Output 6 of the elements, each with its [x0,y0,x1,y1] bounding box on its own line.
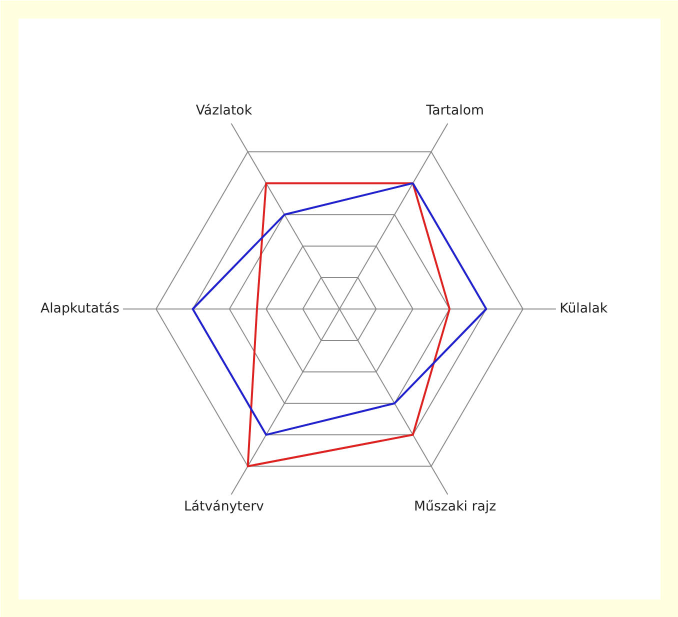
spoke-label: Műszaki rajz [414,500,496,515]
spoke-label: Vázlatok [196,103,252,118]
spoke-label: Külalak [560,302,608,316]
spoke-label: Látványterv [184,500,264,515]
spoke-label: Alapkutatás [40,302,120,316]
spoke-label: Tartalom [425,103,484,118]
